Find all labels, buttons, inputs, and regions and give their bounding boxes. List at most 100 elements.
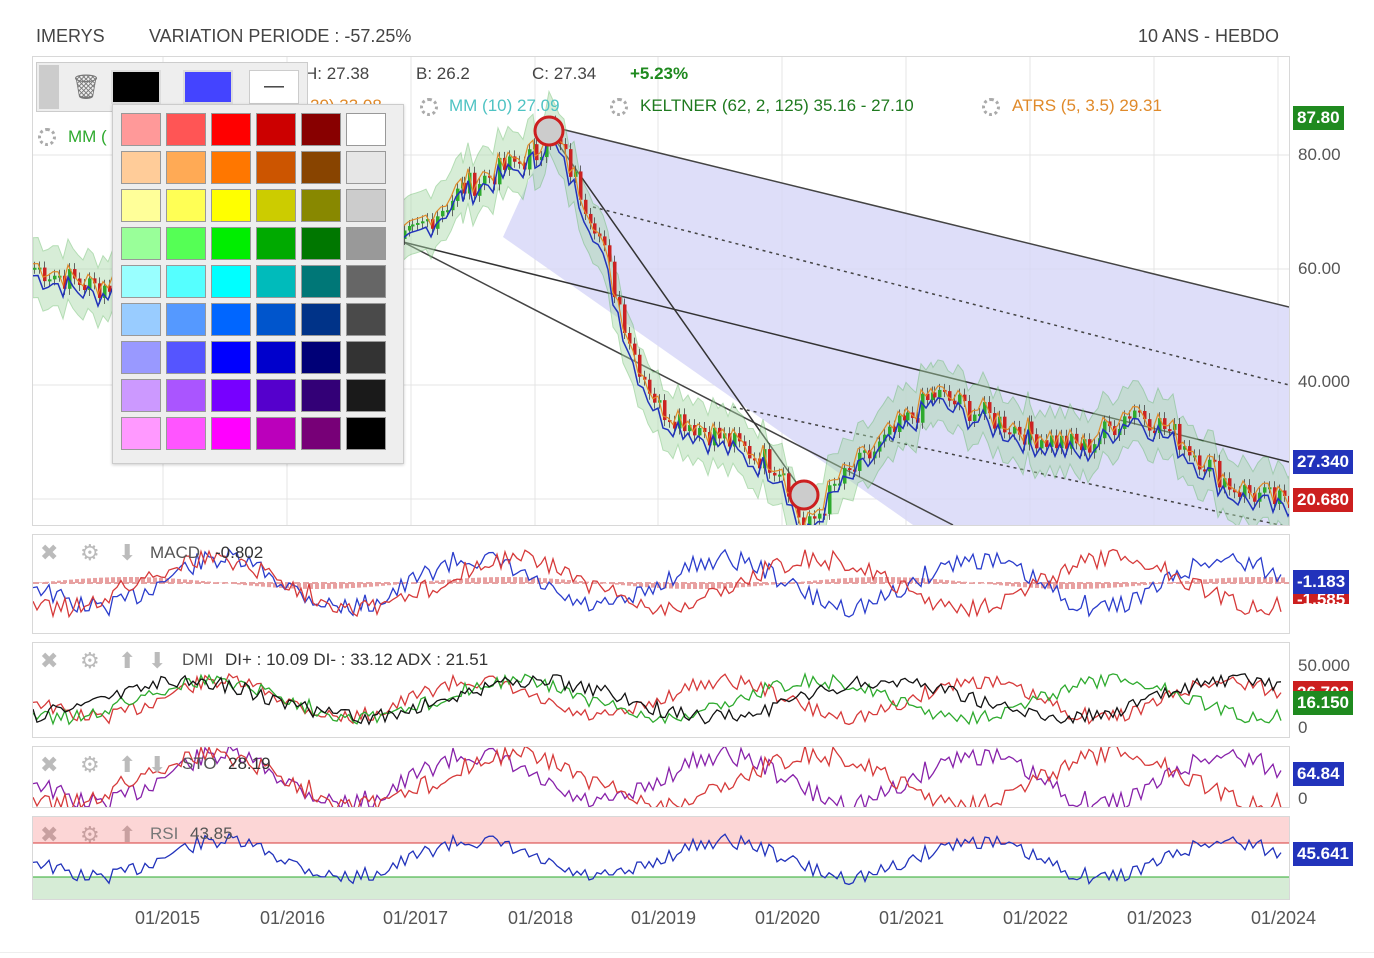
rsi-panel[interactable] [32,816,1290,900]
gear-icon[interactable] [420,98,438,116]
gear-icon[interactable]: ⚙ [80,648,100,673]
color-swatch[interactable] [256,379,296,412]
gear-icon[interactable] [38,128,56,146]
color-swatch[interactable] [256,341,296,374]
color-swatch[interactable] [211,151,251,184]
close-icon[interactable]: ✖ [40,648,59,673]
color-swatch[interactable] [346,189,386,222]
price-panel[interactable] [32,56,1290,526]
gear-icon[interactable] [982,98,1000,116]
color-swatch[interactable] [166,379,206,412]
color-swatch[interactable] [121,189,161,222]
anchor-handle-top[interactable] [533,115,565,147]
arrow-down-icon[interactable]: ⬇ [118,540,137,565]
color-swatch[interactable] [346,303,386,336]
color-swatch[interactable] [256,227,296,260]
dmi-panel[interactable] [32,642,1290,738]
sto-panel[interactable] [32,746,1290,808]
color-swatch[interactable] [346,151,386,184]
color-swatch[interactable] [301,379,341,412]
color-swatch[interactable] [121,227,161,260]
stroke-color-button[interactable] [183,70,233,104]
close-icon[interactable]: ✖ [40,822,59,847]
color-swatch[interactable] [346,113,386,146]
gear-icon[interactable]: ⚙ [80,540,100,565]
keltner-label[interactable]: KELTNER (62, 2, 125) 35.16 - 27.10 [640,96,914,115]
macd-histogram-bar [759,583,763,586]
tick-60: 60.00 [1298,259,1341,278]
price-chart[interactable] [33,57,1289,525]
atrs-label[interactable]: ATRS (5, 3.5) 29.31 [1012,96,1162,115]
candle [921,393,925,423]
arrow-down-icon[interactable]: ⬇ [148,752,167,777]
color-swatch[interactable] [256,151,296,184]
color-swatch[interactable] [346,227,386,260]
color-swatch[interactable] [121,379,161,412]
arrow-up-icon[interactable]: ⬆ [118,752,137,777]
color-swatch[interactable] [256,189,296,222]
macd-histogram-bar [1017,583,1021,587]
color-swatch[interactable] [301,417,341,450]
arrow-up-icon[interactable]: ⬆ [118,648,137,673]
color-swatch[interactable] [301,265,341,298]
color-swatch[interactable] [301,341,341,374]
color-swatch[interactable] [301,113,341,146]
color-swatch[interactable] [211,113,251,146]
color-swatch[interactable] [256,113,296,146]
candle [426,219,430,222]
color-swatch[interactable] [121,417,161,450]
color-swatch[interactable] [301,189,341,222]
color-swatch[interactable] [211,379,251,412]
gear-icon[interactable] [610,98,628,116]
color-swatch[interactable] [211,189,251,222]
color-swatch[interactable] [211,265,251,298]
color-swatch[interactable] [211,227,251,260]
close-icon[interactable]: ✖ [40,752,59,777]
mm-hidden-label[interactable]: MM ( [68,127,107,146]
color-swatch[interactable] [121,151,161,184]
color-swatch[interactable] [121,303,161,336]
rsi-marker: 45.641 [1293,842,1353,866]
color-swatch[interactable] [166,265,206,298]
color-swatch[interactable] [166,417,206,450]
candle [579,171,583,200]
color-swatch[interactable] [256,417,296,450]
anchor-handle-bottom[interactable] [788,479,820,511]
color-swatch[interactable] [211,341,251,374]
color-swatch[interactable] [346,417,386,450]
color-swatch[interactable] [166,303,206,336]
color-swatch[interactable] [121,113,161,146]
color-swatch[interactable] [166,189,206,222]
gear-icon[interactable]: ⚙ [80,822,100,847]
dmi-green-marker: 16.150 [1293,691,1353,715]
color-swatch[interactable] [166,151,206,184]
color-swatch[interactable] [166,227,206,260]
drag-handle[interactable] [39,65,59,109]
macd-panel[interactable] [32,534,1290,634]
color-swatch[interactable] [166,113,206,146]
color-swatch[interactable] [211,417,251,450]
color-swatch[interactable] [256,265,296,298]
arrow-up-icon[interactable]: ⬆ [118,822,137,847]
fill-color-button[interactable] [111,70,161,104]
line-style-button[interactable]: — [249,70,299,104]
color-swatch[interactable] [256,303,296,336]
candle [1203,469,1207,472]
color-swatch[interactable] [301,151,341,184]
close-icon[interactable]: ✖ [40,540,59,565]
color-swatch[interactable] [121,265,161,298]
mm10-label[interactable]: MM (10) 27.09 [449,96,560,115]
trash-icon[interactable]: 🗑 [71,74,102,101]
color-swatch[interactable] [346,265,386,298]
tick-80: 80.00 [1298,145,1341,164]
color-swatch[interactable] [121,341,161,374]
color-swatch[interactable] [166,341,206,374]
color-swatch[interactable] [346,341,386,374]
gear-icon[interactable]: ⚙ [80,752,100,777]
period-label[interactable]: 10 ANS - HEBDO [1138,26,1280,46]
color-swatch[interactable] [346,379,386,412]
color-swatch[interactable] [301,303,341,336]
arrow-down-icon[interactable]: ⬇ [148,648,167,673]
color-swatch[interactable] [211,303,251,336]
color-swatch[interactable] [301,227,341,260]
